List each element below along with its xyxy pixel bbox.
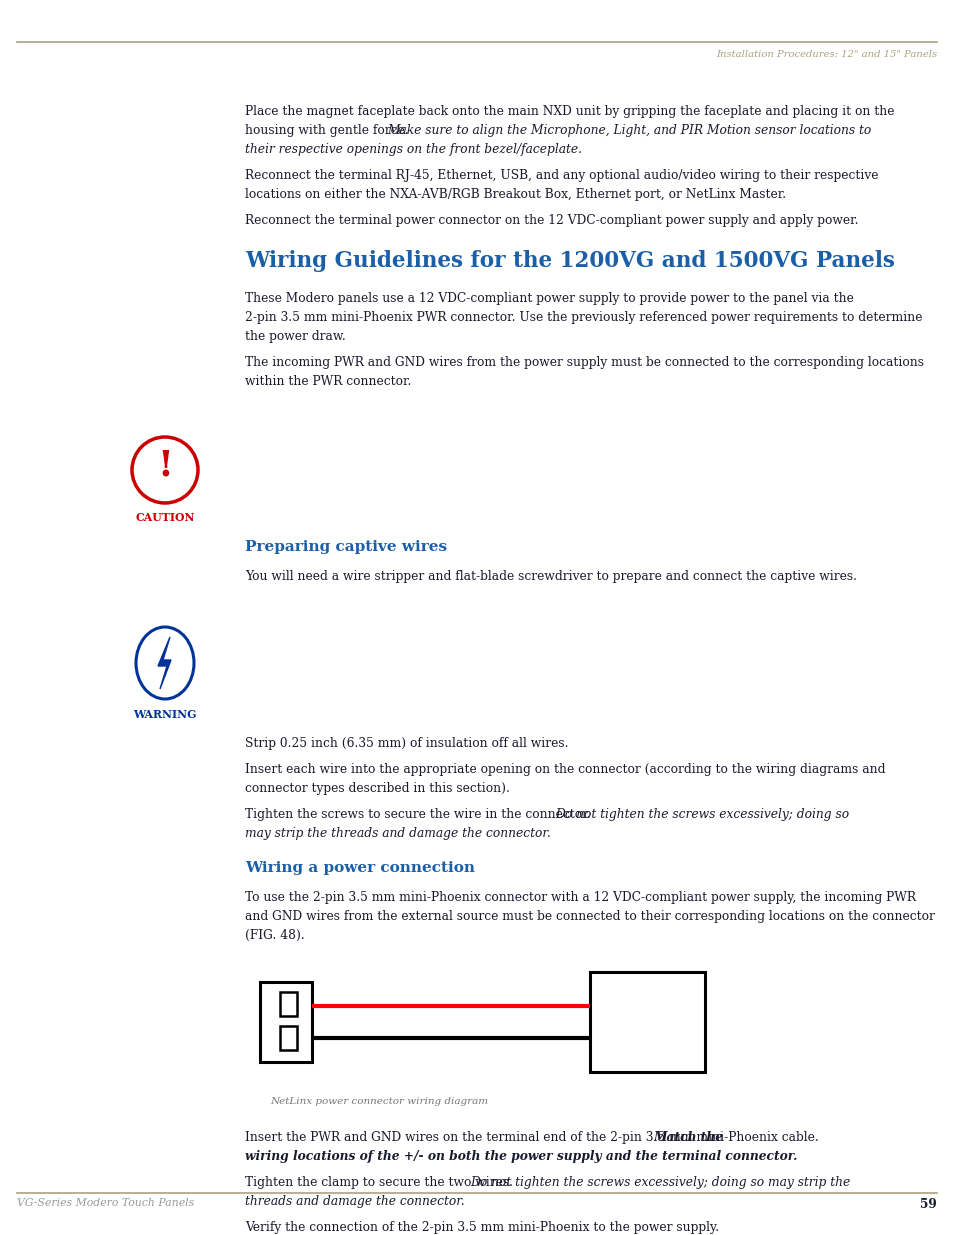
Text: You will need a wire stripper and flat-blade screwdriver to prepare and connect : You will need a wire stripper and flat-b… [245, 571, 856, 583]
Text: connector types described in this section).: connector types described in this sectio… [245, 782, 509, 795]
Text: Insert the PWR and GND wires on the terminal end of the 2-pin 3.5 mm mini-Phoeni: Insert the PWR and GND wires on the term… [245, 1131, 821, 1144]
Text: the power draw.: the power draw. [245, 330, 345, 343]
Text: Verify the connection of the 2-pin 3.5 mm mini-Phoenix to the power supply.: Verify the connection of the 2-pin 3.5 m… [245, 1221, 719, 1234]
Text: These Modero panels use a 12 VDC-compliant power supply to provide power to the : These Modero panels use a 12 VDC-complia… [245, 291, 853, 305]
Text: housing with gentle force.: housing with gentle force. [245, 124, 412, 137]
Text: Reconnect the terminal RJ-45, Ethernet, USB, and any optional audio/video wiring: Reconnect the terminal RJ-45, Ethernet, … [245, 169, 878, 182]
Text: (FIG. 48).: (FIG. 48). [245, 929, 304, 942]
Text: locations on either the NXA-AVB/RGB Breakout Box, Ethernet port, or NetLinx Mast: locations on either the NXA-AVB/RGB Brea… [245, 188, 785, 201]
Text: To use the 2-pin 3.5 mm mini-Phoenix connector with a 12 VDC-compliant power sup: To use the 2-pin 3.5 mm mini-Phoenix con… [245, 890, 915, 904]
Text: wiring locations of the +/- on both the power supply and the terminal connector.: wiring locations of the +/- on both the … [245, 1150, 797, 1163]
Text: The incoming PWR and GND wires from the power supply must be connected to the co: The incoming PWR and GND wires from the … [245, 356, 923, 369]
Text: within the PWR connector.: within the PWR connector. [245, 375, 411, 388]
Polygon shape [158, 637, 171, 689]
Text: Place the magnet faceplate back onto the main NXD unit by gripping the faceplate: Place the magnet faceplate back onto the… [245, 105, 894, 119]
Text: and GND wires from the external source must be connected to their corresponding : and GND wires from the external source m… [245, 910, 934, 923]
Text: Insert each wire into the appropriate opening on the connector (according to the: Insert each wire into the appropriate op… [245, 763, 884, 776]
Text: Match the: Match the [652, 1131, 722, 1144]
Text: Do not tighten the screws excessively; doing so may strip the: Do not tighten the screws excessively; d… [470, 1176, 849, 1189]
Text: NetLinx power connector wiring diagram: NetLinx power connector wiring diagram [270, 1097, 488, 1107]
Text: Strip 0.25 inch (6.35 mm) of insulation off all wires.: Strip 0.25 inch (6.35 mm) of insulation … [245, 737, 568, 750]
Text: threads and damage the connector.: threads and damage the connector. [245, 1195, 464, 1208]
Text: their respective openings on the front bezel/faceplate.: their respective openings on the front b… [245, 143, 581, 156]
Bar [589, 972, 704, 1072]
Text: Do not tighten the screws excessively; doing so: Do not tighten the screws excessively; d… [555, 808, 848, 821]
Bar [280, 992, 296, 1016]
Text: Preparing captive wires: Preparing captive wires [245, 540, 447, 555]
Text: WARNING: WARNING [133, 709, 196, 720]
Text: Tighten the clamp to secure the two wires.: Tighten the clamp to secure the two wire… [245, 1176, 517, 1189]
Text: Tighten the screws to secure the wire in the connector.: Tighten the screws to secure the wire in… [245, 808, 594, 821]
Text: !: ! [157, 450, 172, 483]
Text: VG-Series Modero Touch Panels: VG-Series Modero Touch Panels [17, 1198, 194, 1208]
Text: 59: 59 [920, 1198, 936, 1212]
Bar [260, 982, 312, 1062]
Text: Make sure to align the Microphone, Light, and PIR Motion sensor locations to: Make sure to align the Microphone, Light… [387, 124, 870, 137]
Text: Reconnect the terminal power connector on the 12 VDC-compliant power supply and : Reconnect the terminal power connector o… [245, 214, 858, 227]
Text: Wiring Guidelines for the 1200VG and 1500VG Panels: Wiring Guidelines for the 1200VG and 150… [245, 249, 894, 272]
Text: Installation Procedures: 12" and 15" Panels: Installation Procedures: 12" and 15" Pan… [715, 49, 936, 59]
Text: CAUTION: CAUTION [135, 513, 194, 522]
Bar [280, 1026, 296, 1050]
Text: may strip the threads and damage the connector.: may strip the threads and damage the con… [245, 827, 550, 840]
Text: Wiring a power connection: Wiring a power connection [245, 861, 475, 876]
Text: 2-pin 3.5 mm mini-Phoenix PWR connector. Use the previously referenced power req: 2-pin 3.5 mm mini-Phoenix PWR connector.… [245, 311, 922, 324]
